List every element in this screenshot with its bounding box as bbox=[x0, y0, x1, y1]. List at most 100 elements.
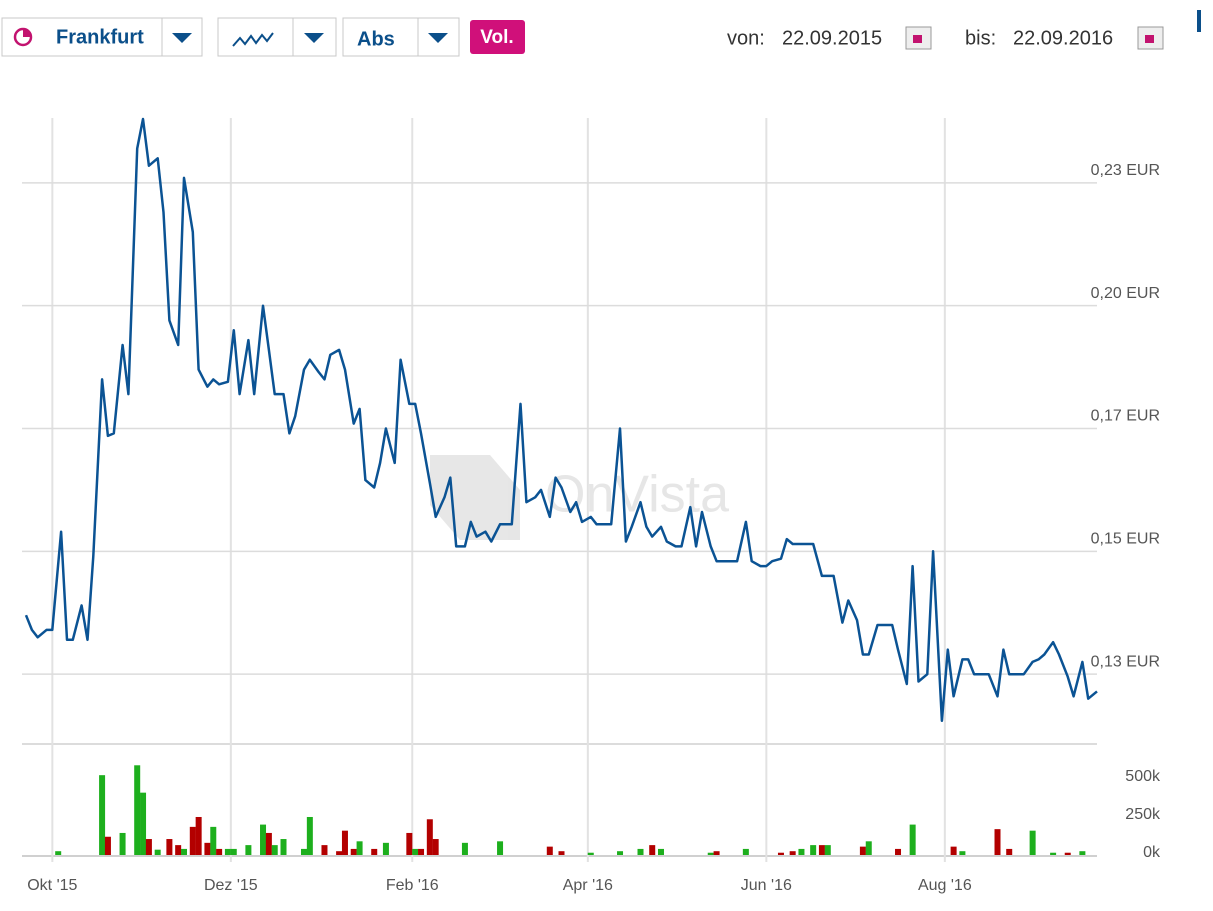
volume-bar bbox=[959, 851, 966, 855]
volume-bar bbox=[742, 848, 749, 855]
volume-bar bbox=[587, 852, 594, 855]
x-tick-label: Aug '16 bbox=[918, 877, 972, 894]
y-tick-label: 250k bbox=[1125, 806, 1161, 823]
volume-bar bbox=[950, 846, 957, 855]
volume-bar bbox=[145, 839, 152, 855]
x-tick-label: Dez '15 bbox=[204, 877, 258, 894]
volume-bar bbox=[99, 775, 106, 855]
volume-bar bbox=[55, 851, 62, 855]
volume-bar bbox=[134, 765, 141, 855]
volume-bar bbox=[406, 832, 413, 855]
y-tick-label: 0,13 EUR bbox=[1091, 653, 1160, 670]
volume-bar bbox=[994, 829, 1001, 855]
volume-bar bbox=[230, 848, 237, 855]
volume-bar bbox=[412, 848, 419, 855]
line-icon bbox=[232, 32, 274, 47]
volume-bar bbox=[1079, 851, 1086, 855]
volume-bar bbox=[657, 848, 664, 855]
volume-bar bbox=[154, 849, 161, 855]
volume-bar bbox=[300, 848, 307, 855]
x-tick-label: Jun '16 bbox=[741, 877, 792, 894]
from-label: von: bbox=[727, 27, 765, 49]
volume-bar bbox=[558, 851, 565, 855]
x-tick-label: Apr '16 bbox=[563, 877, 613, 894]
watermark-logo bbox=[430, 455, 520, 540]
volume-bar bbox=[798, 848, 805, 855]
x-tick-label: Okt '15 bbox=[27, 877, 77, 894]
volume-bar bbox=[371, 848, 378, 855]
volume-bar bbox=[418, 848, 425, 855]
volume-bar bbox=[637, 848, 644, 855]
to-date: 22.09.2016 bbox=[1013, 27, 1113, 49]
watermark: OnVista bbox=[430, 455, 729, 540]
volume-bar bbox=[210, 826, 217, 855]
volume-button-label: Vol. bbox=[480, 27, 513, 48]
exchange-name: Frankfurt bbox=[56, 26, 144, 48]
y-tick-label: 0,23 EUR bbox=[1091, 162, 1160, 179]
volume-bar bbox=[189, 826, 196, 855]
exchange-select[interactable] bbox=[1, 17, 203, 57]
volume-bar bbox=[104, 836, 111, 855]
volume-bar bbox=[280, 839, 287, 855]
volume-bar bbox=[204, 842, 211, 855]
volume-bar bbox=[341, 830, 348, 855]
volume-bar bbox=[260, 824, 267, 855]
from-date: 22.09.2015 bbox=[782, 27, 882, 49]
volume-bar bbox=[1050, 852, 1057, 855]
volume-bar bbox=[265, 832, 272, 855]
volume-bar bbox=[865, 841, 872, 855]
volume-bar bbox=[336, 851, 343, 855]
volume-bar bbox=[175, 845, 182, 855]
volume-bar bbox=[1029, 830, 1036, 855]
volume-bar bbox=[789, 851, 796, 855]
volume-bar bbox=[216, 848, 223, 855]
price-line bbox=[24, 117, 1098, 723]
calendar-icon[interactable] bbox=[905, 26, 932, 50]
y-tick-label: 0,15 EUR bbox=[1091, 531, 1160, 548]
volume-bar bbox=[461, 842, 468, 855]
volume-bar bbox=[382, 842, 389, 855]
volume-button[interactable] bbox=[470, 20, 525, 54]
volume-bar bbox=[707, 852, 714, 855]
marks bbox=[24, 117, 1098, 855]
volume-bar bbox=[546, 846, 553, 855]
volume-bar bbox=[245, 845, 252, 855]
volume-bar bbox=[497, 841, 504, 855]
to-label: bis: bbox=[965, 27, 996, 49]
dropdown-arrow[interactable] bbox=[172, 33, 192, 43]
volume-bar bbox=[321, 845, 328, 855]
y-tick-label: 0,20 EUR bbox=[1091, 285, 1160, 302]
volume-bar bbox=[140, 792, 147, 855]
volume-bar bbox=[356, 841, 363, 855]
volume-bar bbox=[895, 848, 902, 855]
volume-bar bbox=[1064, 852, 1071, 855]
calendar-icon[interactable] bbox=[1137, 26, 1164, 50]
volume-bar bbox=[195, 816, 202, 855]
volume-bar bbox=[1006, 848, 1013, 855]
volume-bar bbox=[224, 848, 231, 855]
volume-bar bbox=[818, 845, 825, 855]
exchange-icon-slice bbox=[23, 29, 31, 37]
grid bbox=[22, 118, 1097, 862]
dropdown-arrow[interactable] bbox=[428, 33, 448, 43]
toolbar: Frankfurt Abs Vol. von: 22.09.2015 bis: … bbox=[1, 10, 1201, 57]
volume-bar bbox=[649, 845, 656, 855]
edge-marker bbox=[1197, 10, 1201, 32]
y-tick-label: 500k bbox=[1125, 768, 1161, 785]
volume-bar bbox=[426, 819, 433, 855]
volume-bar bbox=[432, 839, 439, 855]
volume-bar bbox=[119, 832, 126, 855]
volume-bar bbox=[777, 852, 784, 855]
volume-bar bbox=[713, 851, 720, 855]
volume-bar bbox=[271, 845, 278, 855]
volume-bar bbox=[617, 851, 624, 855]
volume-bar bbox=[350, 848, 357, 855]
volume-bar bbox=[306, 816, 313, 855]
mode-label: Abs bbox=[357, 28, 395, 50]
dropdown-arrow[interactable] bbox=[304, 33, 324, 43]
y-tick-label: 0,17 EUR bbox=[1091, 408, 1160, 425]
y-tick-label: 0k bbox=[1143, 844, 1161, 861]
x-tick-label: Feb '16 bbox=[386, 877, 439, 894]
